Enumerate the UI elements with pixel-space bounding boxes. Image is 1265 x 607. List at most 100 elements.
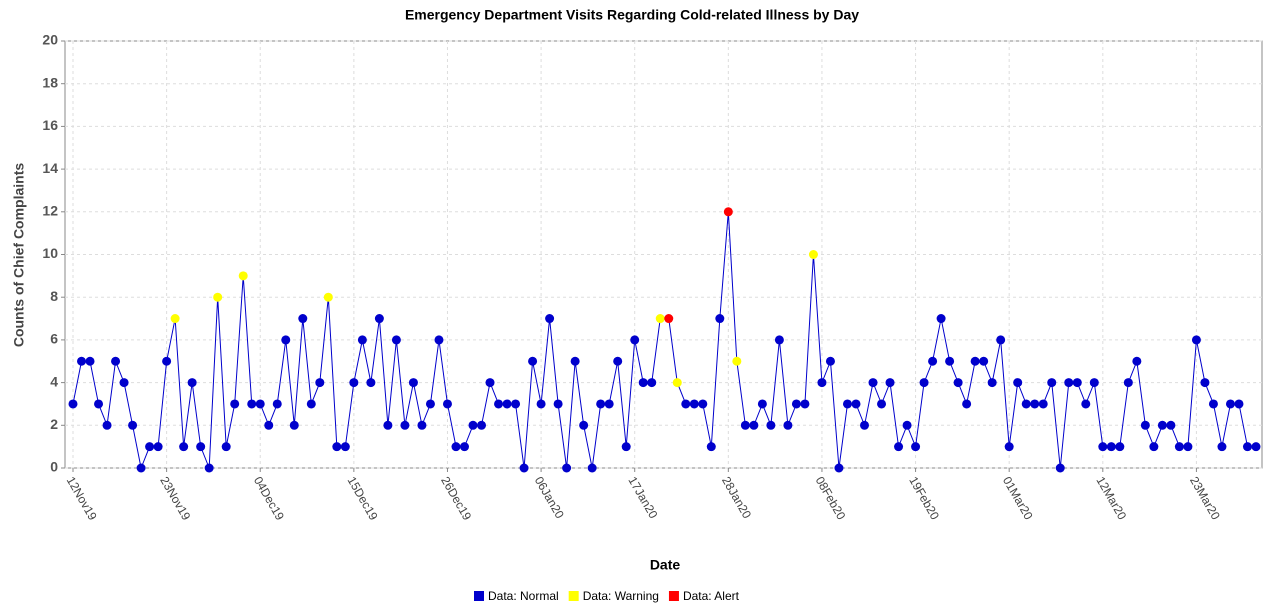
data-point <box>1242 442 1252 452</box>
data-point <box>511 399 521 409</box>
data-point <box>485 378 495 388</box>
y-axis-label: Counts of Chief Complaints <box>11 163 27 348</box>
data-point <box>400 420 410 430</box>
legend-label: Data: Warning <box>583 589 659 603</box>
data-point <box>204 463 214 473</box>
data-point <box>868 378 878 388</box>
data-point <box>740 420 750 430</box>
data-point <box>979 356 989 366</box>
data-point <box>1064 378 1074 388</box>
data-point <box>1115 442 1125 452</box>
x-axis-label: Date <box>650 557 681 573</box>
data-point <box>825 356 835 366</box>
data-point <box>715 314 725 324</box>
data-point <box>1140 420 1150 430</box>
data-point <box>604 399 614 409</box>
data-point <box>860 420 870 430</box>
data-point <box>298 314 308 324</box>
data-point <box>196 442 206 452</box>
y-tick-label: 18 <box>42 74 58 90</box>
data-point <box>459 442 469 452</box>
legend-swatch <box>568 591 579 601</box>
data-point <box>996 335 1006 345</box>
data-point <box>391 335 401 345</box>
data-point <box>647 378 657 388</box>
data-point <box>408 378 418 388</box>
data-point <box>349 378 359 388</box>
data-point <box>221 442 231 452</box>
data-point <box>842 399 852 409</box>
data-point <box>1132 356 1142 366</box>
data-point <box>1225 399 1235 409</box>
data-point <box>281 335 291 345</box>
data-point <box>766 420 776 430</box>
data-point <box>145 442 155 452</box>
y-tick-label: 0 <box>50 459 58 475</box>
data-point <box>247 399 257 409</box>
data-point <box>757 399 767 409</box>
data-point <box>655 314 665 324</box>
data-point <box>494 399 504 409</box>
data-point <box>94 399 104 409</box>
legend-swatch <box>668 591 679 601</box>
x-tick-label: 12Nov19 <box>64 474 100 523</box>
data-point <box>528 356 538 366</box>
data-point <box>468 420 478 430</box>
data-point <box>1166 420 1176 430</box>
data-point <box>230 399 240 409</box>
y-tick-label: 6 <box>50 331 58 347</box>
x-tick-label: 19Feb20 <box>906 474 942 522</box>
data-point <box>111 356 121 366</box>
data-point <box>791 399 801 409</box>
data-point <box>1055 463 1065 473</box>
data-point <box>77 356 87 366</box>
data-point <box>945 356 955 366</box>
data-point <box>1157 420 1167 430</box>
data-point <box>502 399 512 409</box>
data-point <box>374 314 384 324</box>
data-point <box>1234 399 1244 409</box>
data-point <box>706 442 716 452</box>
chart-title: Emergency Department Visits Regarding Co… <box>405 7 859 23</box>
data-point <box>68 399 78 409</box>
data-point <box>664 314 674 324</box>
data-point <box>1047 378 1057 388</box>
data-point <box>808 250 818 259</box>
y-tick-label: 2 <box>50 416 58 432</box>
data-point <box>1200 378 1210 388</box>
x-tick-label: 12Mar20 <box>1093 474 1129 522</box>
y-tick-label: 20 <box>42 32 58 48</box>
data-point <box>213 292 223 302</box>
data-point <box>672 378 682 388</box>
data-point <box>570 356 580 366</box>
data-point <box>987 378 997 388</box>
data-point <box>306 399 316 409</box>
data-point <box>451 442 461 452</box>
x-tick-label: 28Jan20 <box>719 474 754 521</box>
data-point <box>562 463 572 473</box>
data-point <box>1081 399 1091 409</box>
data-point <box>323 292 333 302</box>
x-tick-label: 23Mar20 <box>1187 474 1223 522</box>
data-point <box>783 420 793 430</box>
data-point <box>1208 399 1218 409</box>
legend-swatch <box>474 591 484 601</box>
data-point <box>536 399 546 409</box>
data-point <box>928 356 938 366</box>
data-point <box>749 420 759 430</box>
data-point <box>1251 442 1261 452</box>
data-point <box>579 420 589 430</box>
data-point <box>834 463 844 473</box>
data-point <box>272 399 282 409</box>
data-point <box>553 399 563 409</box>
data-point <box>1021 399 1031 409</box>
data-point <box>1149 442 1159 452</box>
data-point <box>1183 442 1193 452</box>
data-point <box>630 335 640 345</box>
data-point <box>902 420 912 430</box>
data-point <box>340 442 350 452</box>
data-point <box>85 356 95 366</box>
data-point <box>332 442 342 452</box>
data-point <box>102 420 112 430</box>
data-point <box>1106 442 1116 452</box>
